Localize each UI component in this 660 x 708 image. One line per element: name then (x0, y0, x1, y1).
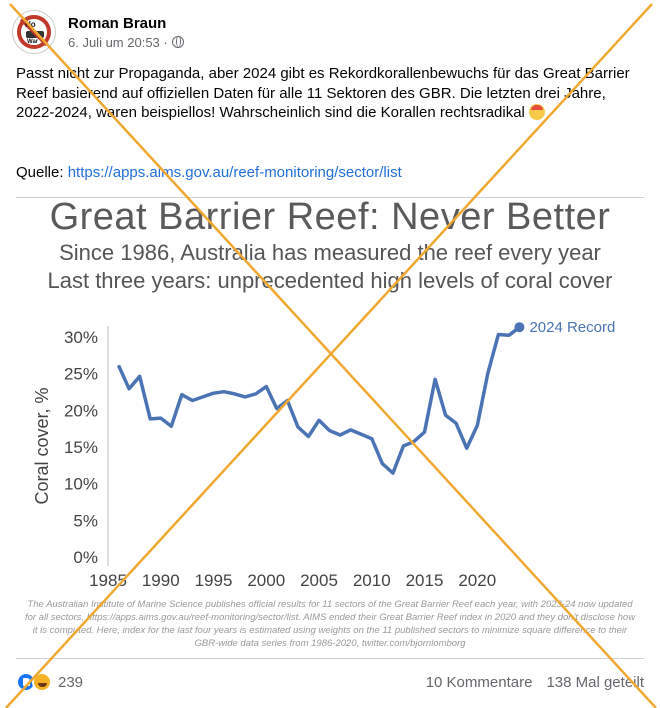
avatar[interactable]: No War (12, 10, 56, 54)
avatar-text-top: No (25, 20, 36, 29)
y-tick-label: 30% (64, 328, 98, 347)
avatar-text-bottom: War (27, 39, 39, 45)
post-timestamp[interactable]: 6. Juli um 20:53 · (68, 34, 168, 50)
y-tick-label: 15% (64, 438, 98, 457)
comments-count[interactable]: 10 Kommentare (425, 673, 533, 691)
post-stats: 10 Kommentare 138 Mal geteilt (426, 674, 644, 691)
post-meta: Roman Braun 6. Juli um 20:53 · (68, 15, 184, 50)
x-tick-label: 2000 (247, 571, 285, 590)
y-tick-label: 5% (73, 511, 98, 530)
y-tick-label: 25% (64, 365, 98, 384)
x-tick-label: 2010 (353, 571, 391, 590)
y-tick-label: 20% (64, 401, 98, 420)
x-tick-label: 1990 (142, 571, 180, 590)
source-link[interactable]: https://apps.aims.gov.au/reef-monitoring… (67, 164, 402, 181)
reaction-count[interactable]: 239 (58, 673, 84, 691)
author-name[interactable]: Roman Braun (68, 14, 167, 32)
post-text: Passt nicht zur Propaganda, aber 2024 gi… (16, 64, 646, 123)
record-point (514, 322, 525, 333)
post-header: No War Roman Braun 6. Juli um 20:53 · (12, 8, 184, 56)
record-annotation: 2024 Record (529, 319, 615, 336)
x-tick-label: 2020 (458, 571, 496, 590)
haha-reaction-icon[interactable] (32, 672, 52, 692)
chart-footnote: The Australian Institute of Marine Scien… (24, 599, 636, 649)
globe-icon (171, 36, 184, 48)
shares-count[interactable]: 138 Mal geteilt (546, 673, 644, 691)
source-line: Quelle: https://apps.aims.gov.au/reef-mo… (16, 164, 402, 181)
chart-image[interactable]: Great Barrier Reef: Never Better Since 1… (0, 196, 660, 658)
coral-cover-line-chart: 0% 5% 10% 15% 20% 25% 30% 1985 1990 1995 2000 2005 2… (32, 319, 615, 590)
x-tick-label: 2005 (300, 571, 338, 590)
post-footer: 239 10 Kommentare 138 Mal geteilt (16, 668, 644, 696)
y-tick-label: 0% (73, 548, 98, 567)
coral-cover-series-line (116, 325, 521, 475)
divider-bottom (16, 658, 644, 659)
source-label: Quelle: (16, 164, 64, 181)
x-tick-label: 2015 (406, 571, 444, 590)
time-row: 6. Juli um 20:53 · (68, 35, 184, 50)
x-tick-label: 1995 (195, 571, 233, 590)
clown-emoji-icon (529, 104, 546, 120)
y-tick-label: 10% (64, 475, 98, 494)
y-axis-label: Coral cover, % (32, 387, 52, 504)
x-tick-label: 1985 (89, 571, 127, 590)
